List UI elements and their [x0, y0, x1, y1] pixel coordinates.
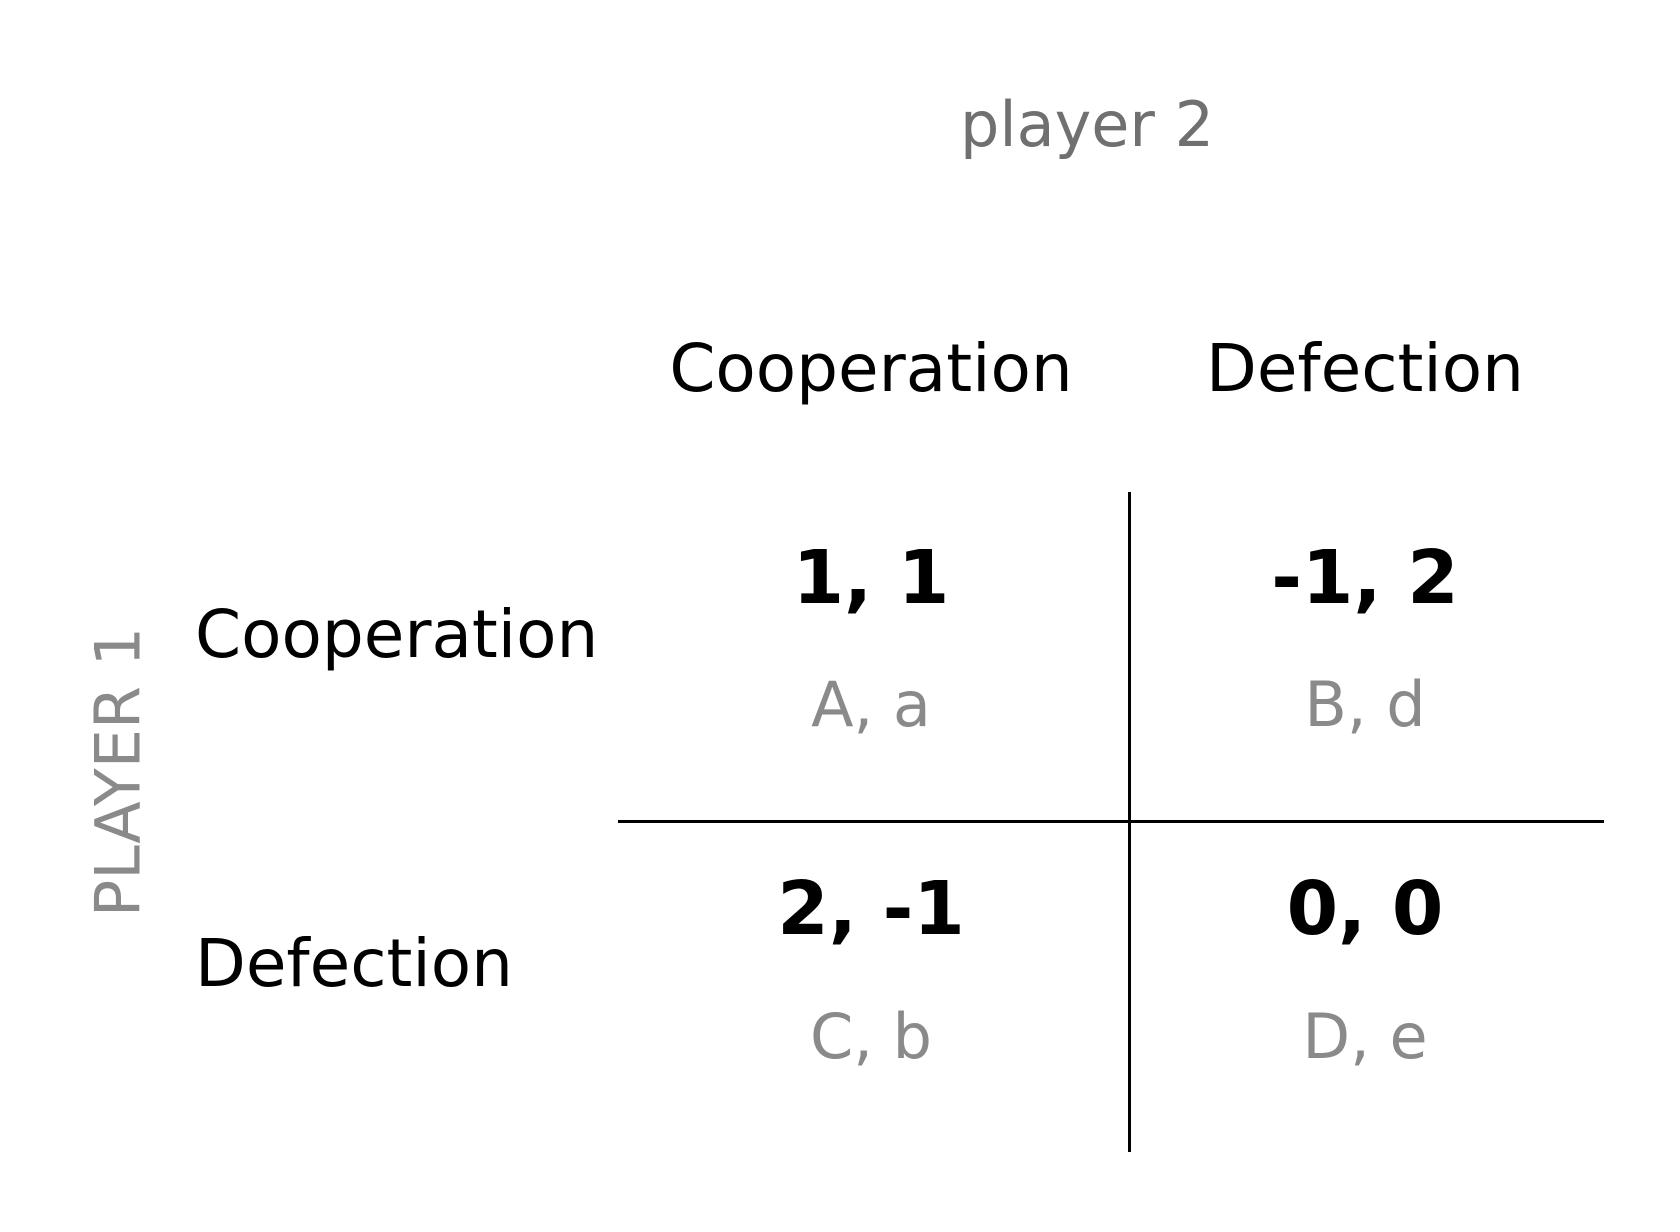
- label-coop-coop: A, a: [811, 668, 931, 741]
- player-1-label: PLAYER 1: [81, 626, 155, 918]
- payoff-defect-coop: 2, -1: [777, 866, 965, 952]
- payoff-coop-defect: -1, 2: [1271, 535, 1459, 621]
- row-header-cooperation: Cooperation: [195, 596, 599, 673]
- column-header-defection: Defection: [1206, 330, 1524, 407]
- label-coop-defect: B, d: [1304, 668, 1426, 741]
- matrix-horizontal-divider: [618, 820, 1604, 823]
- row-header-defection: Defection: [195, 925, 513, 1002]
- player-2-label: player 2: [960, 88, 1215, 161]
- column-header-cooperation: Cooperation: [669, 330, 1073, 407]
- payoff-defect-defect: 0, 0: [1286, 866, 1444, 952]
- label-defect-coop: C, b: [809, 1000, 933, 1073]
- label-defect-defect: D, e: [1302, 1000, 1428, 1073]
- payoff-coop-coop: 1, 1: [792, 535, 950, 621]
